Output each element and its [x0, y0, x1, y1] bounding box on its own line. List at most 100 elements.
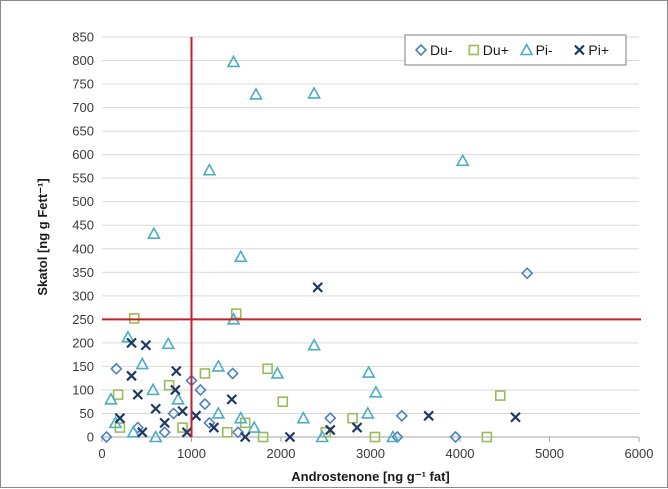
- data-point: [347, 412, 358, 424]
- x-tick-labels: 0 1000 2000 3000 4000 5000 6000: [98, 446, 653, 461]
- legend-label: Pi+: [588, 42, 609, 58]
- data-point: [148, 429, 163, 443]
- y-tick-label: 200: [72, 335, 94, 350]
- data-point: [226, 367, 239, 380]
- x-marker-stroke: [181, 427, 193, 438]
- data-point: [226, 394, 238, 405]
- data-point: [135, 356, 150, 370]
- x-marker-stroke: [510, 411, 521, 423]
- data-point: [262, 363, 273, 375]
- y-tick-label: 150: [72, 359, 94, 374]
- data-point: [324, 412, 337, 425]
- data-point: [386, 429, 400, 443]
- y-tick-label: 550: [72, 171, 94, 186]
- data-point: [257, 431, 269, 443]
- x-marker-stroke: [114, 412, 126, 424]
- legend-box: [404, 34, 627, 66]
- data-point: [395, 409, 408, 422]
- data-point: [449, 430, 462, 444]
- legend: Du- Du+ Pi- Pi+: [404, 34, 627, 66]
- series-pi: [104, 54, 470, 443]
- data-point: [104, 392, 118, 405]
- data-point: [233, 411, 248, 424]
- data-point: [121, 330, 135, 343]
- legend-item: Pi+: [574, 42, 609, 58]
- y-tick-label: 0: [87, 430, 94, 445]
- y-tick-label: 100: [72, 382, 94, 397]
- data-point: [369, 431, 381, 443]
- x-marker-stroke: [574, 44, 585, 56]
- x-marker-stroke: [171, 365, 182, 377]
- data-point: [324, 424, 336, 436]
- data-point: [247, 420, 262, 433]
- x-marker-stroke: [136, 427, 148, 438]
- x-marker-stroke: [190, 410, 202, 422]
- x-marker-stroke: [351, 422, 363, 433]
- data-point: [231, 426, 245, 439]
- data-point: [307, 86, 321, 99]
- data-point: [198, 397, 212, 411]
- data-point: [226, 54, 241, 68]
- y-tick-label: 50: [80, 406, 94, 421]
- data-point: [202, 163, 217, 176]
- x-marker-stroke: [284, 431, 296, 443]
- data-point: [136, 427, 148, 438]
- data-point: [520, 267, 534, 280]
- data-point: [171, 392, 185, 405]
- data-point: [494, 390, 506, 401]
- x-tick-label: 0: [98, 446, 105, 461]
- data-point: [270, 366, 285, 379]
- data-point: [211, 359, 226, 372]
- y-tick-label: 750: [72, 77, 94, 92]
- legend-marker: [468, 44, 480, 56]
- data-point: [171, 365, 182, 377]
- data-point: [211, 406, 226, 419]
- data-point: [423, 410, 434, 422]
- y-tick-label: 600: [72, 147, 94, 162]
- data-point: [369, 385, 383, 398]
- x-marker-stroke: [150, 403, 161, 415]
- data-point: [284, 431, 296, 443]
- data-point: [307, 338, 321, 351]
- data-point: [163, 379, 175, 391]
- data-point: [203, 416, 216, 430]
- legend-marker: [574, 44, 585, 56]
- x-marker-stroke: [126, 337, 137, 349]
- data-point: [361, 365, 376, 378]
- y-tick-label: 250: [72, 312, 94, 327]
- y-tick-label: 850: [72, 30, 94, 45]
- data-point: [110, 362, 123, 375]
- legend-label: Du+: [483, 42, 509, 58]
- data-point: [147, 226, 161, 240]
- data-point: [114, 412, 126, 424]
- y-tick-label: 800: [72, 53, 94, 68]
- gridlines: [102, 36, 639, 414]
- x-tick-label: 3000: [356, 446, 385, 461]
- x-tick-label: 6000: [625, 446, 654, 461]
- legend-marker: [414, 43, 428, 57]
- x-marker-stroke: [132, 389, 144, 400]
- data-point: [132, 389, 144, 400]
- data-point: [126, 337, 137, 349]
- data-point: [199, 368, 211, 379]
- y-tick-label: 700: [72, 100, 94, 115]
- y-axis-title: Skatol [ng g Fett⁻¹]: [35, 178, 50, 295]
- y-tick-label: 400: [72, 241, 94, 256]
- x-axis-title: Androstenone [ng g⁻¹ fat]: [291, 469, 450, 484]
- data-point: [177, 422, 188, 433]
- x-tick-label: 2000: [267, 446, 296, 461]
- data-point: [150, 403, 161, 415]
- data-point: [296, 411, 311, 424]
- x-marker-stroke: [170, 384, 181, 396]
- data-point: [481, 431, 493, 443]
- series-du: [100, 267, 534, 444]
- data-point: [277, 396, 289, 408]
- data-point: [159, 417, 170, 429]
- data-point: [312, 282, 323, 293]
- data-point: [126, 425, 141, 438]
- x-marker-stroke: [159, 417, 170, 429]
- data-point: [146, 382, 160, 396]
- x-marker-stroke: [140, 339, 152, 351]
- series-pi: [114, 282, 521, 443]
